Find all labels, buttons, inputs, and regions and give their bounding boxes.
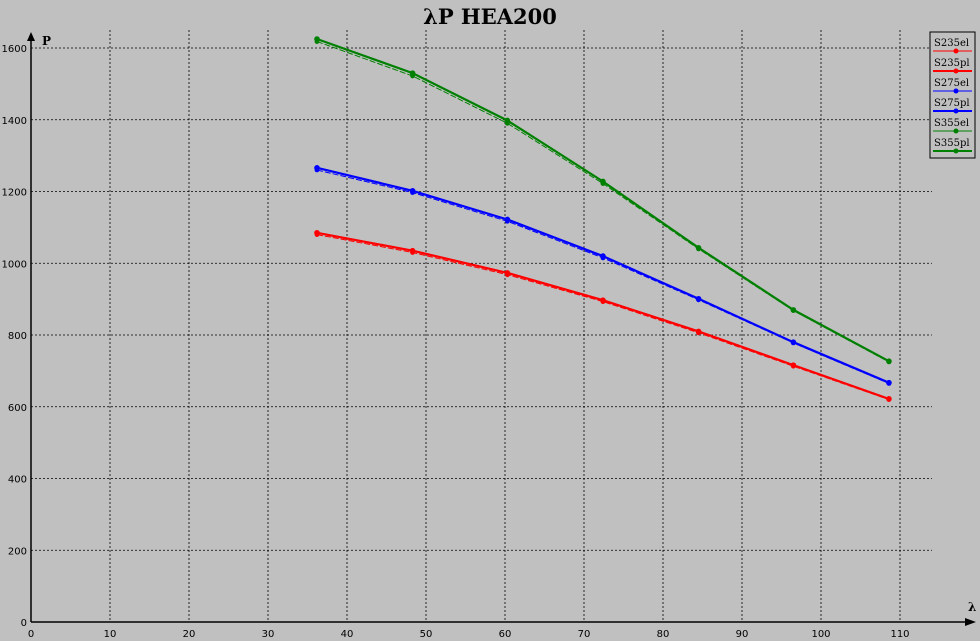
legend-label: S235pl [934,58,970,69]
data-point [886,358,892,364]
y-tick-label: 600 [8,403,27,414]
legend-item: S355el [933,118,972,134]
data-point [314,229,320,236]
legend-swatch-marker [953,108,959,114]
legend: S235el S235pl S275el S275pl S355el S355pl [929,31,976,159]
legend-item: S275pl [933,98,972,114]
y-tick-label: 1600 [2,44,27,55]
x-axis-label: λ [968,600,976,614]
series-line-s275el [316,169,890,384]
chart-title: λP HEA200 [423,4,557,29]
y-tick-label: 800 [8,331,27,342]
y-tick-label: 0 [21,618,27,629]
data-point [409,70,416,76]
x-tick-label: 0 [28,629,34,640]
series-layer [314,36,892,402]
y-tick-label: 400 [8,475,27,486]
x-tick-label: 60 [499,629,512,640]
data-point [790,362,797,368]
y-tick-label: 1000 [2,259,27,270]
data-point [790,307,797,313]
legend-item: S235el [933,38,972,54]
data-point [409,247,416,254]
series-line-s275pl [316,166,890,384]
x-tick-label: 40 [341,629,354,640]
legend-item: S275el [933,78,972,94]
y-axis-arrow [27,32,35,41]
grid [31,30,932,622]
legend-swatch-marker [953,48,959,54]
legend-item: S235pl [933,58,972,74]
data-point [600,178,606,185]
tick-labels: 0 10 20 30 40 50 60 70 80 90 100 110 0 200 400 600 800 10… [2,44,910,640]
legend-label: S355pl [934,138,970,149]
legend-label: S275pl [934,98,970,109]
series-s275pl [314,165,892,386]
y-tick-label: 200 [8,546,27,557]
legend-label: S235el [934,38,969,49]
data-point [695,295,702,302]
x-tick-label: 80 [657,629,670,640]
series-s275el [314,167,892,386]
data-point [695,328,702,335]
data-point [600,297,606,304]
legend-swatch-marker [953,128,959,134]
data-point [504,270,511,276]
x-tick-label: 50 [420,629,433,640]
legend-label: S275el [934,78,969,89]
legend-label: S355el [934,118,969,129]
data-point [695,245,702,251]
x-tick-label: 30 [262,629,275,640]
legend-item: S355pl [933,138,972,154]
series-s355pl [314,36,892,364]
y-tick-label: 1200 [2,188,27,199]
legend-swatch-marker [953,68,959,74]
series-s235pl [314,229,892,402]
data-point [886,379,892,386]
legend-swatch-marker [953,88,959,94]
y-tick-label: 1400 [2,116,27,127]
data-point [886,396,892,402]
axes [27,32,976,626]
data-point [409,187,416,194]
x-tick-label: 10 [104,629,117,640]
x-axis-arrow [965,618,976,626]
x-tick-label: 110 [890,629,909,640]
data-point [600,253,606,259]
x-tick-label: 90 [736,629,749,640]
legend-box [929,31,976,159]
y-axis-label: P [42,34,51,48]
data-point [790,339,797,345]
data-point [314,36,320,42]
data-point [504,216,511,223]
series-line-s355el [316,41,890,363]
data-point [314,165,320,171]
x-tick-label: 100 [811,629,830,640]
series-line-s355pl [316,37,890,363]
x-tick-label: 70 [578,629,591,640]
legend-swatch-marker [953,148,959,154]
data-point [504,117,511,124]
x-tick-label: 20 [183,629,196,640]
